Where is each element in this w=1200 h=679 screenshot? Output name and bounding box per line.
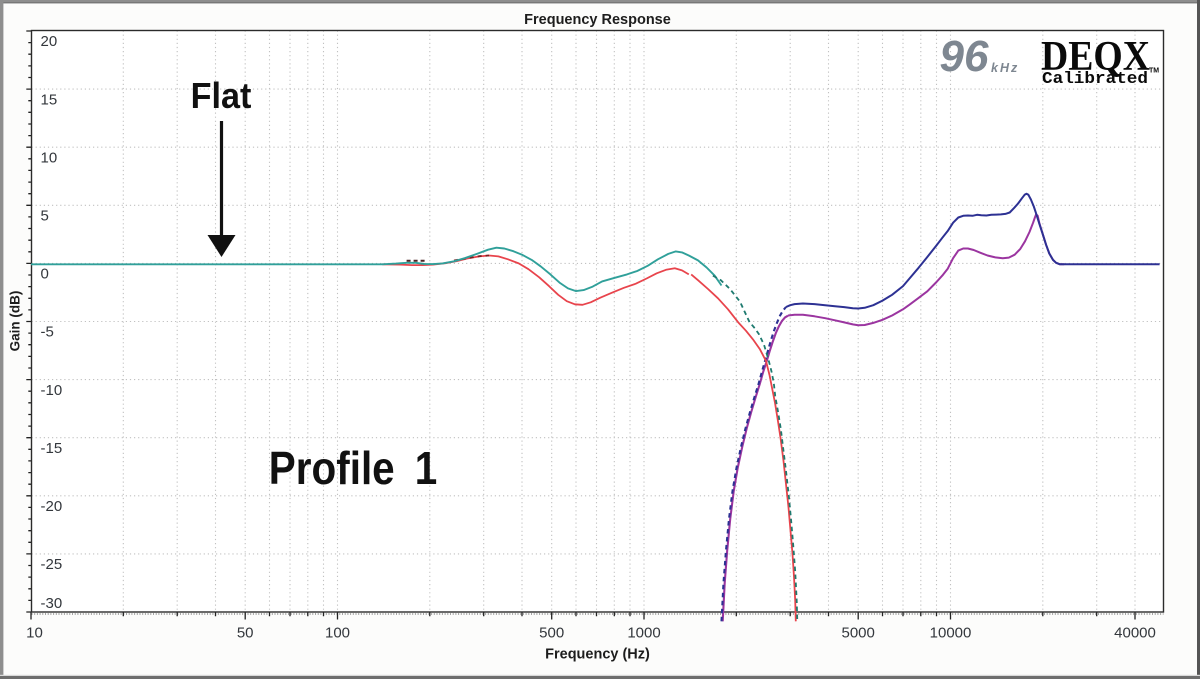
svg-text:Frequency (Hz): Frequency (Hz) [545, 647, 650, 663]
svg-text:-10: -10 [41, 382, 63, 399]
svg-text:1000: 1000 [627, 625, 660, 642]
svg-text:DEQX: DEQX [1041, 34, 1150, 80]
svg-text:10000: 10000 [930, 625, 972, 642]
svg-text:50: 50 [237, 625, 254, 642]
svg-text:Frequency Response: Frequency Response [524, 12, 671, 28]
svg-text:100: 100 [325, 625, 350, 642]
svg-text:Gain (dB): Gain (dB) [8, 291, 23, 352]
svg-text:Profile 1: Profile 1 [269, 444, 437, 495]
svg-text:10: 10 [26, 625, 43, 642]
svg-text:-25: -25 [41, 556, 63, 573]
svg-text:5: 5 [41, 208, 49, 225]
svg-text:20: 20 [41, 33, 58, 50]
svg-text:96: 96 [940, 32, 989, 81]
svg-text:500: 500 [539, 625, 564, 642]
svg-text:40000: 40000 [1114, 625, 1156, 642]
svg-text:Calibrated: Calibrated [1042, 69, 1148, 88]
svg-text:-30: -30 [41, 595, 63, 612]
svg-text:5000: 5000 [842, 625, 875, 642]
svg-text:Flat: Flat [191, 76, 252, 116]
svg-text:0: 0 [41, 266, 49, 283]
svg-text:-15: -15 [41, 440, 63, 457]
svg-text:15: 15 [41, 91, 58, 108]
svg-text:kHz: kHz [991, 61, 1019, 75]
svg-text:10: 10 [41, 149, 58, 166]
svg-text:TM: TM [1149, 68, 1159, 75]
svg-text:-5: -5 [41, 324, 54, 341]
svg-text:-20: -20 [41, 498, 63, 515]
